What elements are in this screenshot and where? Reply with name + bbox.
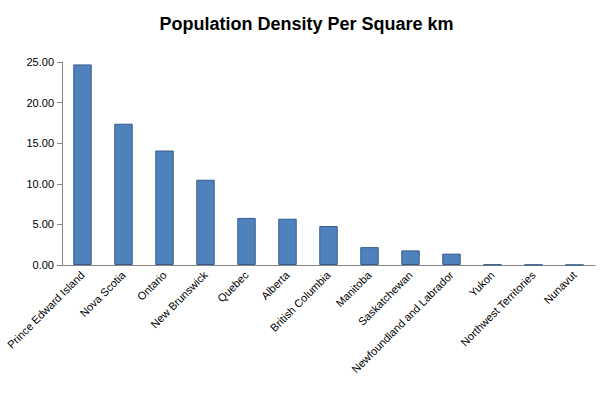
svg-text:Nova Scotia: Nova Scotia — [77, 268, 128, 319]
svg-text:New Brunswick: New Brunswick — [148, 268, 210, 330]
svg-text:Ontario: Ontario — [135, 269, 169, 303]
svg-text:15.00: 15.00 — [26, 137, 54, 149]
svg-text:Northwest Territories: Northwest Territories — [458, 268, 538, 348]
svg-text:0.00: 0.00 — [33, 259, 54, 271]
svg-text:Manitoba: Manitoba — [333, 268, 374, 309]
svg-text:Saskatchewan: Saskatchewan — [355, 268, 415, 328]
svg-text:25.00: 25.00 — [26, 56, 54, 68]
svg-text:20.00: 20.00 — [26, 97, 54, 109]
svg-text:Yukon: Yukon — [467, 269, 497, 299]
svg-text:5.00: 5.00 — [33, 218, 54, 230]
svg-text:British Columbia: British Columbia — [268, 268, 334, 334]
svg-text:Alberta: Alberta — [259, 268, 293, 302]
svg-text:Newfoundland and Labrador: Newfoundland and Labrador — [349, 269, 456, 376]
svg-text:Quebec: Quebec — [215, 268, 251, 304]
svg-text:Nunavut: Nunavut — [541, 269, 578, 306]
svg-text:Population Density Per Square: Population Density Per Square km — [159, 14, 453, 34]
svg-text:Prince Edward Island: Prince Edward Island — [5, 269, 87, 351]
svg-text:10.00: 10.00 — [26, 178, 54, 190]
